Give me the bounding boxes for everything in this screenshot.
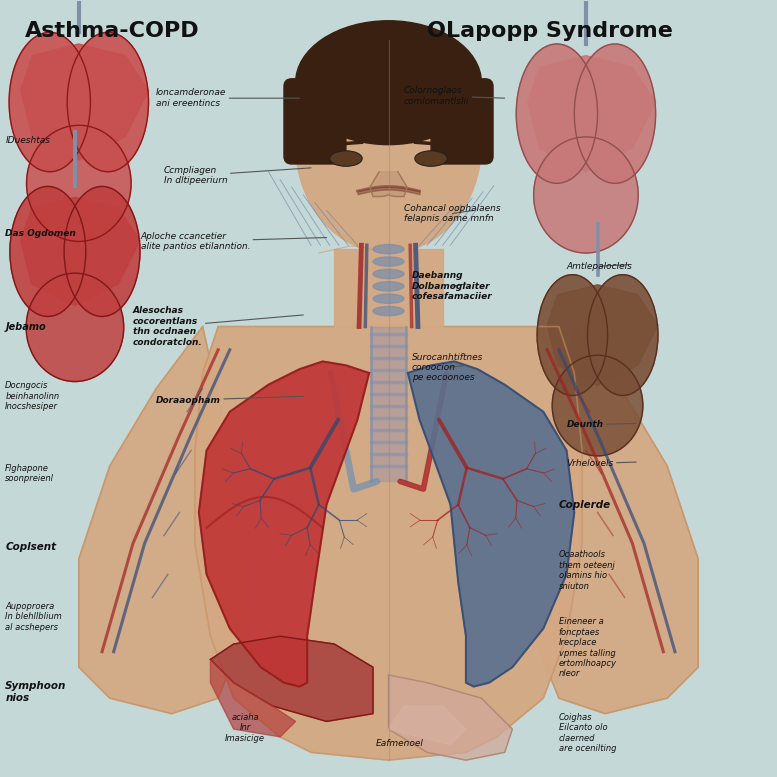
Ellipse shape [373,245,404,254]
Ellipse shape [373,257,404,267]
Ellipse shape [64,186,140,316]
Text: Coighas
Eilcanto olo
claerned
are ocenilting: Coighas Eilcanto olo claerned are ocenil… [559,713,616,753]
Polygon shape [334,249,443,326]
Text: Doraaopham: Doraaopham [156,395,303,405]
Text: aciaha
Inr
Imasicige: aciaha Inr Imasicige [225,713,265,743]
Text: Ccmpliagen
In dltipeeriurn: Ccmpliagen In dltipeeriurn [164,166,311,185]
Ellipse shape [67,33,148,172]
Text: Coplsent: Coplsent [5,542,57,552]
FancyBboxPatch shape [431,78,493,164]
Text: OLapopp Syndrome: OLapopp Syndrome [427,21,673,40]
Ellipse shape [574,44,656,183]
Ellipse shape [587,275,658,395]
Ellipse shape [295,21,482,145]
Polygon shape [528,56,656,172]
Text: Deunth: Deunth [566,420,636,430]
Ellipse shape [26,274,124,382]
Polygon shape [211,636,373,721]
Ellipse shape [552,355,643,456]
Text: Aupoproera
In blehllblium
al acshepers: Aupoproera In blehllblium al acshepers [5,602,62,632]
Polygon shape [195,326,582,760]
Text: Colornoglaos
comlomantlslli: Colornoglaos comlomantlslli [404,86,504,106]
Ellipse shape [416,152,447,166]
Ellipse shape [534,137,638,253]
Ellipse shape [373,294,404,303]
Text: Eafmenoel: Eafmenoel [376,739,424,747]
Polygon shape [388,675,512,760]
Text: Amtlepaloclels: Amtlepaloclels [566,262,632,270]
Ellipse shape [26,125,131,242]
Text: Daebanng
Dolbamoglaiter
cofesafamaciier: Daebanng Dolbamoglaiter cofesafamaciier [412,271,493,301]
Text: Das Ogdomen: Das Ogdomen [5,229,76,239]
Polygon shape [547,284,658,385]
Ellipse shape [537,275,608,395]
Text: Docngocis
beinhanolinn
Inocshesiper: Docngocis beinhanolinn Inocshesiper [5,382,59,411]
Ellipse shape [516,44,598,183]
Ellipse shape [295,37,482,253]
Text: Ocaathools
them oeteenj
olamins hio
sniuton: Ocaathools them oeteenj olamins hio sniu… [559,550,615,591]
Polygon shape [21,44,148,160]
Text: Surocanhtiftnes
coroocion
pe eocoonoes: Surocanhtiftnes coroocion pe eocoonoes [412,353,483,382]
Text: Coplerde: Coplerde [559,500,611,510]
Polygon shape [21,197,140,305]
Text: Jebamo: Jebamo [5,322,46,332]
Polygon shape [408,361,574,687]
Text: Vrhelovels: Vrhelovels [566,459,636,468]
Text: Eineneer a
foncptaes
Irecplace
vpmes talling
ertomlhoapcy
nleor: Eineneer a foncptaes Irecplace vpmes tal… [559,618,617,678]
FancyBboxPatch shape [284,78,346,164]
Text: Ioncamderonae
ani ereentincs: Ioncamderonae ani ereentincs [156,89,299,108]
Polygon shape [388,706,466,744]
Text: Cohancal oophalaens
felapnis oame mnfn: Cohancal oophalaens felapnis oame mnfn [404,204,500,223]
Polygon shape [199,361,369,687]
Ellipse shape [373,306,404,315]
Polygon shape [211,660,295,737]
Ellipse shape [373,281,404,291]
Text: Symphoon
nios: Symphoon nios [5,681,67,702]
Text: Asthma-COPD: Asthma-COPD [25,21,199,40]
Ellipse shape [373,270,404,279]
Text: Flghapone
soonpreienl: Flghapone soonpreienl [5,464,54,483]
Polygon shape [78,326,249,713]
Ellipse shape [10,186,85,316]
Text: Aploche ccancetier
alite pantios etilanntion.: Aploche ccancetier alite pantios etilann… [141,232,326,251]
Text: IDueshtas: IDueshtas [5,136,51,145]
Polygon shape [370,172,407,197]
Text: Alesochas
cocorentlans
thn ocdnaen
condoratclon.: Alesochas cocorentlans thn ocdnaen condo… [133,306,303,347]
Ellipse shape [330,152,361,166]
Polygon shape [528,326,699,713]
Ellipse shape [9,33,90,172]
